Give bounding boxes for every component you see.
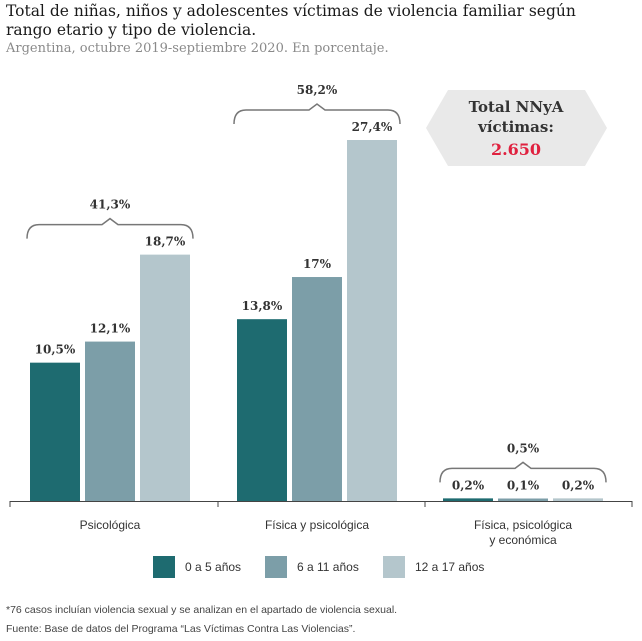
data-label-0-2: 18,7% [145, 235, 186, 249]
group-total-label-0: 41,3% [90, 198, 131, 212]
data-label-2-0: 0,2% [452, 478, 485, 492]
group-brace-0 [26, 217, 194, 239]
data-label-0-1: 12,1% [90, 322, 131, 336]
total-callout: Total NNyA víctimas: 2.650 [426, 90, 607, 166]
group-brace-1 [233, 103, 401, 125]
bar-1-1 [292, 277, 342, 501]
footnote: *76 casos incluían violencia sexual y se… [6, 604, 398, 616]
callout-label-line2: víctimas: [477, 118, 554, 136]
callout-background [426, 90, 607, 166]
legend-item-0-5: 0 a 5 años [153, 556, 241, 578]
category-label-0-0: Psicológica [80, 518, 141, 532]
plot-area: 10,5% 12,1% 18,7% 41,3% Psicológica 13,8% 17% 2… [9, 83, 633, 547]
legend-swatch-12-17 [383, 556, 405, 578]
bar-2-0 [443, 498, 493, 501]
data-label-1-2: 27,4% [352, 120, 393, 134]
data-label-2-2: 0,2% [562, 478, 595, 492]
bar-0-1 [85, 341, 135, 501]
bar-1-0 [237, 319, 287, 501]
chart-title: Total de niñas, niños y adolescentes víc… [6, 2, 576, 39]
chart-subtitle: Argentina, octubre 2019-septiembre 2020.… [6, 41, 389, 56]
group-total-label-1: 58,2% [297, 83, 338, 97]
legend-swatch-6-11 [265, 556, 287, 578]
data-label-1-1: 17% [303, 257, 332, 271]
bar-0-0 [30, 362, 80, 501]
group-total-label-2: 0,5% [507, 441, 540, 455]
legend-item-6-11: 6 a 11 años [265, 556, 359, 578]
category-label-2-1: y económica [489, 533, 557, 547]
callout-value: 2.650 [491, 140, 541, 159]
data-label-1-0: 13,8% [242, 299, 283, 313]
legend-label-12-17: 12 a 17 años [415, 560, 485, 574]
category-label-1-0: Física y psicológica [265, 518, 369, 532]
group-brace-2 [439, 461, 607, 483]
source-note: Fuente: Base de datos del Programa “Las … [6, 623, 356, 635]
data-label-2-1: 0,1% [507, 479, 540, 493]
legend-item-12-17: 12 a 17 años [383, 556, 484, 578]
legend-label-0-5: 0 a 5 años [185, 560, 242, 574]
bar-2-2 [553, 498, 603, 501]
bar-1-2 [347, 140, 397, 501]
legend-label-6-11: 6 a 11 años [297, 560, 359, 574]
bar-0-2 [140, 254, 190, 501]
callout-label-line1: Total NNyA [469, 98, 564, 116]
category-label-2-0: Física, psicológica [474, 518, 572, 532]
legend-swatch-0-5 [153, 556, 175, 578]
data-label-0-0: 10,5% [35, 343, 76, 357]
bar-2-1 [498, 498, 548, 501]
